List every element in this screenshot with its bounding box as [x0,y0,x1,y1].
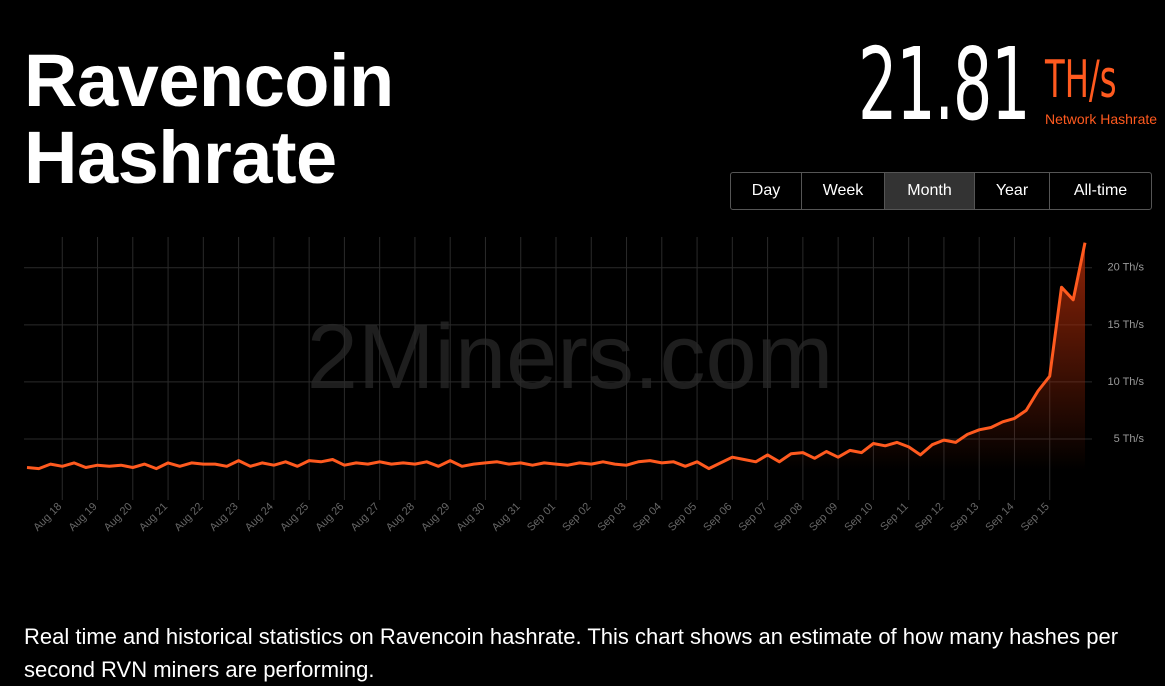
x-tick-label: Aug 30 [454,501,487,534]
x-tick-label: Sep 06 [701,501,734,534]
x-tick-label: Aug 27 [349,501,382,534]
x-tick-label: Sep 01 [525,501,558,534]
x-tick-label: Aug 20 [102,501,135,534]
range-button[interactable]: Day [731,173,802,209]
x-tick-label: Aug 24 [243,501,276,534]
x-tick-label: Sep 09 [807,501,840,534]
x-tick-label: Aug 19 [67,501,100,534]
hashrate-value: 21.81 [858,26,1031,143]
x-tick-label: Aug 21 [137,501,170,534]
x-tick-label: Sep 10 [842,501,875,534]
range-button[interactable]: Year [975,173,1050,209]
x-tick-label: Aug 28 [384,501,417,534]
range-selector: Day Week Month Year All-time [730,172,1152,210]
range-button[interactable]: Month [885,173,975,209]
x-tick-label: Sep 05 [666,501,699,534]
x-tick-label: Sep 02 [560,501,593,534]
y-tick-label: 5 Th/s [1114,433,1145,445]
x-tick-label: Aug 18 [31,501,64,534]
x-tick-label: Sep 07 [737,501,770,534]
hashrate-unit: TH/s [1045,50,1117,110]
x-tick-label: Sep 04 [631,501,664,534]
line [26,242,1087,471]
x-tick-label: Aug 26 [313,501,346,534]
x-tick-label: Aug 25 [278,501,311,534]
hashrate-caption: Network Hashrate [1045,111,1158,127]
x-tick-label: Sep 12 [913,501,946,534]
x-tick-label: Aug 31 [490,501,523,534]
y-tick-label: 15 Th/s [1108,319,1145,331]
y-tick-label: 20 Th/s [1108,262,1145,274]
title: Ravencoin Hashrate [24,42,394,196]
area-fill [27,242,1085,496]
range-button[interactable]: All-time [1073,182,1128,199]
x-tick-label: Aug 22 [172,501,205,534]
title-line: Hashrate [24,116,337,199]
x-tick-label: Aug 29 [419,501,452,534]
x-tick-label: Sep 13 [948,501,981,534]
x-tick-label: Sep 15 [1019,501,1052,534]
x-tick-label: Sep 11 [878,501,911,534]
y-tick-label: 10 Th/s [1108,376,1145,388]
range-button[interactable]: Week [802,173,885,209]
description: Real time and historical statistics on R… [24,624,1119,682]
x-tick-label: Sep 03 [596,501,629,534]
watermark: 2Miners.com [307,306,834,408]
x-tick-label: Sep 14 [983,501,1016,534]
x-tick-label: Aug 23 [208,501,241,534]
chart: 2Miners.com 5 Th/s 10 Th/s 15 Th/s 20 Th/s A… [24,237,1145,534]
x-tick-label: Sep 08 [772,501,805,534]
title-line: Ravencoin [24,39,394,122]
